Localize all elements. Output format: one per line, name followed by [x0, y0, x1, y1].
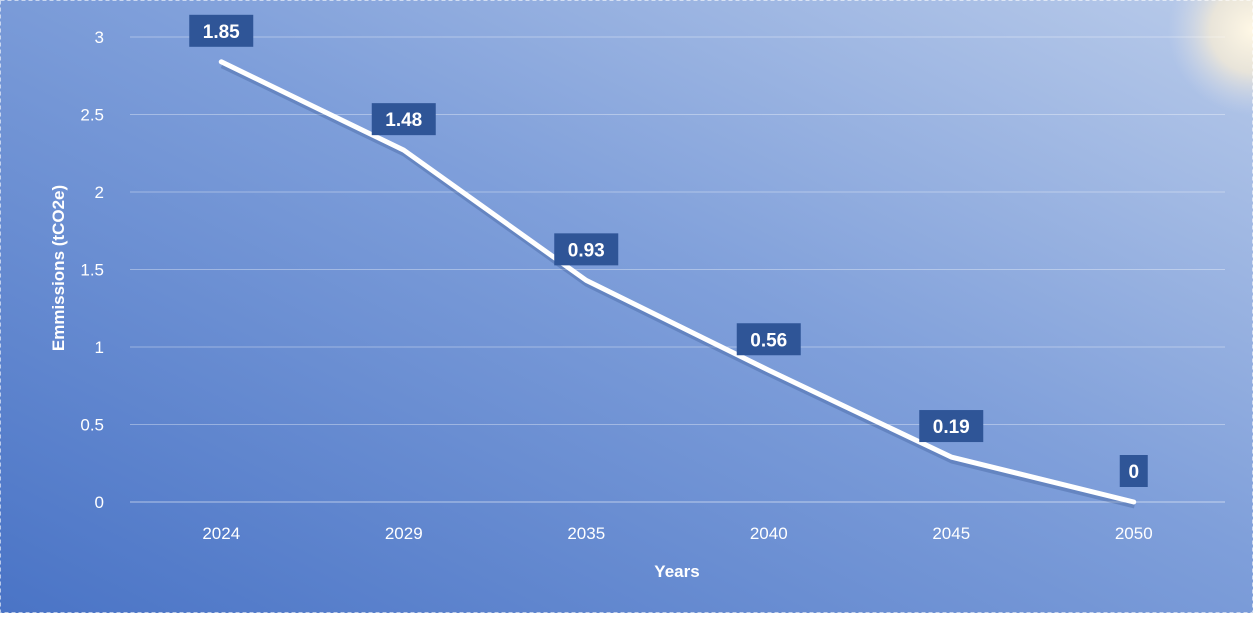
data-label: 0.19: [919, 410, 984, 443]
y-tick-label: 1.5: [80, 261, 104, 280]
data-label: 0.93: [554, 233, 619, 266]
series-group: [218, 59, 1137, 509]
x-tick-label: 2045: [932, 524, 970, 543]
y-axis-title: Emmissions (tCO2e): [49, 185, 68, 351]
x-axis-title: Years: [654, 562, 699, 581]
x-tick-label: 2050: [1115, 524, 1153, 543]
x-tick-label: 2035: [567, 524, 605, 543]
x-tick-label: 2024: [202, 524, 240, 543]
data-label: 0: [1119, 455, 1148, 487]
x-tick-label: 2040: [750, 524, 788, 543]
y-tick-label: 0.5: [80, 416, 104, 435]
y-axis-ticks: 0 0.5 1 1.5 2 2.5 3: [80, 28, 104, 512]
data-label-text: 1.85: [203, 22, 240, 43]
data-label-box: [371, 103, 436, 136]
y-tick-label: 2.5: [80, 106, 104, 125]
y-tick-label: 1: [95, 338, 104, 357]
data-label-text: 0.19: [933, 417, 970, 438]
data-label: 1.85: [189, 14, 254, 47]
y-tick-label: 3: [95, 28, 104, 47]
data-label: 1.48: [371, 103, 436, 136]
data-label-text: 0.56: [750, 330, 787, 351]
gridlines: [130, 36, 1225, 503]
data-label-box: [736, 323, 801, 356]
data-label-box: [919, 410, 984, 443]
data-label-text: 1.48: [385, 110, 422, 131]
data-label-text: 0.93: [568, 240, 605, 261]
drop-lines: [220, 61, 953, 502]
sun-glow: [1168, 0, 1253, 115]
y-tick-label: 0: [95, 493, 104, 512]
data-label: 0.56: [736, 323, 801, 356]
x-axis-ticks: 2024 2029 2035 2040 2045 2050: [202, 524, 1152, 543]
data-label-box: [1119, 455, 1148, 487]
x-tick-label: 2029: [385, 524, 423, 543]
data-labels: 1.85 1.48 0.93 0.56 0.19 0: [189, 14, 1148, 487]
data-label-text: 0: [1128, 462, 1139, 483]
data-label-box: [554, 233, 619, 266]
data-label-box: [189, 14, 254, 47]
series-line: [218, 59, 1137, 505]
y-tick-label: 2: [95, 183, 104, 202]
